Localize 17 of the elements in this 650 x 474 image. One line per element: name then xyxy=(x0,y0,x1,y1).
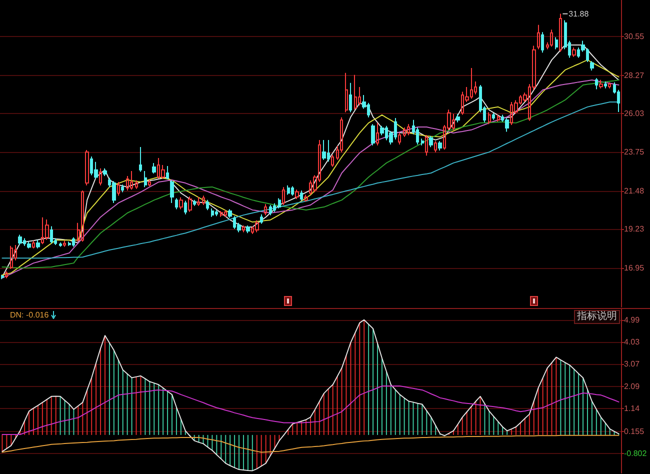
y-tick-label: 0.155 xyxy=(624,426,645,436)
y-tick-label: 3.07 xyxy=(624,360,640,369)
y-tick-label: 26.03 xyxy=(624,108,645,118)
y-tick-label: 21.48 xyxy=(624,186,645,196)
y-tick-label: 30.55 xyxy=(624,32,645,41)
y-tick-label: 4.99 xyxy=(624,315,640,324)
info-button: 指标说明 xyxy=(574,310,620,324)
y-tick-label: 19.23 xyxy=(624,224,645,234)
annotation: 31.88 xyxy=(568,9,590,18)
y-tick-label: 4.03 xyxy=(624,337,640,346)
y-tick-label: 23.75 xyxy=(624,148,645,157)
text: DN: -0.016 xyxy=(10,310,50,320)
y-tick-label: -0.802 xyxy=(624,448,648,458)
y-tick-label: 1.14 xyxy=(624,404,640,414)
y-tick-label: 28.27 xyxy=(624,70,645,80)
y-tick-label: 16.95 xyxy=(624,264,645,273)
y-tick-label: 2.09 xyxy=(624,382,640,392)
